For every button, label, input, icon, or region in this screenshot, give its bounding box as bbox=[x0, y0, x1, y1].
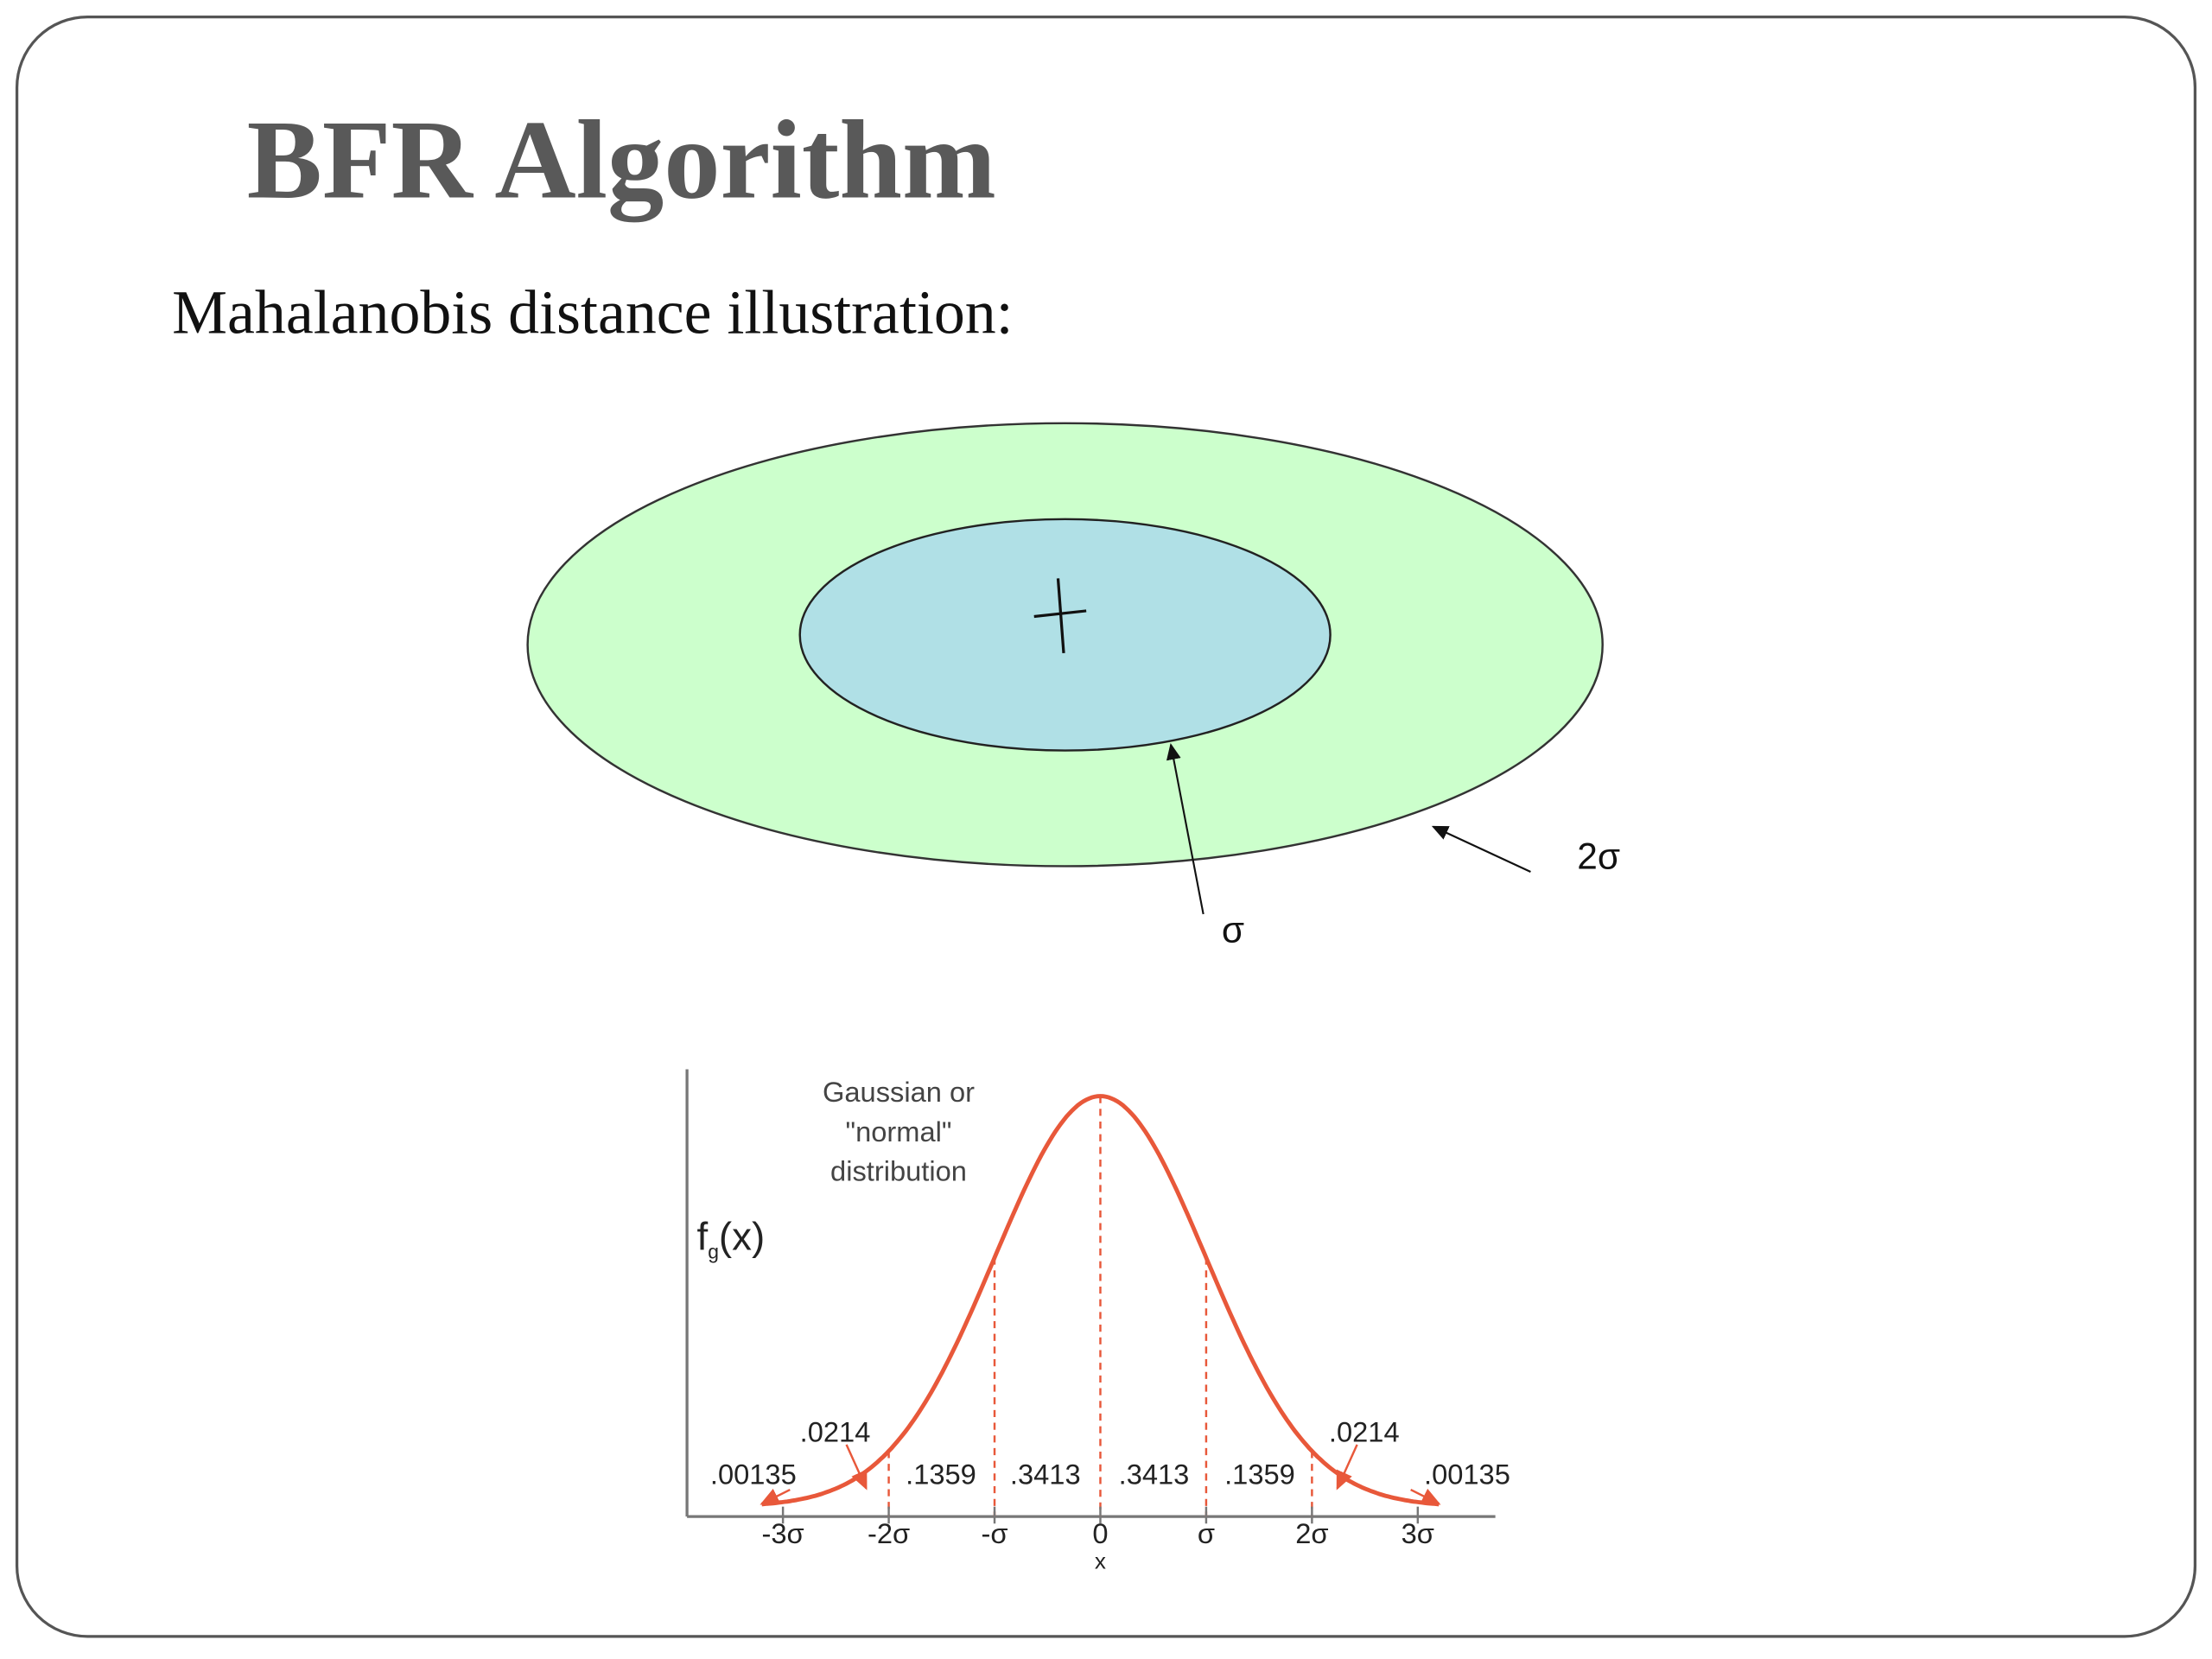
area-label: .1359 bbox=[906, 1459, 976, 1491]
area-label: .0214 bbox=[1329, 1416, 1400, 1448]
slide-subtitle: Mahalanobis distance illustration: bbox=[172, 277, 1013, 346]
x-tick-label: 0 bbox=[1092, 1517, 1108, 1549]
gaussian-figure: fg(x) x Gaussian or "normal" distribution.… bbox=[685, 1069, 1510, 1574]
sigma-arrow bbox=[1166, 742, 1205, 915]
tail-arrow bbox=[1410, 1488, 1441, 1505]
caption-line: Gaussian or bbox=[823, 1076, 975, 1108]
area-label: .3413 bbox=[1010, 1459, 1081, 1491]
y-label-sub: g bbox=[708, 1240, 719, 1262]
area-label: .00135 bbox=[710, 1459, 797, 1491]
x-tick-label: 3σ bbox=[1402, 1517, 1434, 1549]
x-tick-label: 2σ bbox=[1295, 1517, 1328, 1549]
caption-line: "normal" bbox=[846, 1116, 952, 1147]
area-label: .1359 bbox=[1224, 1459, 1295, 1491]
two-sigma-label: 2σ bbox=[1577, 836, 1620, 877]
inner-ellipse bbox=[798, 518, 1332, 752]
y-label-base: f bbox=[697, 1215, 709, 1259]
y-label-rest: (x) bbox=[719, 1215, 765, 1259]
area-label: .00135 bbox=[1424, 1459, 1510, 1491]
x-tick-label: -2σ bbox=[868, 1517, 910, 1549]
y-axis-label: fg(x) bbox=[697, 1215, 766, 1263]
x-tick-label: σ bbox=[1198, 1517, 1215, 1549]
ellipse-figure: σ 2σ bbox=[526, 422, 1620, 950]
tail-arrow bbox=[845, 1444, 868, 1491]
center-cross bbox=[1056, 578, 1065, 654]
slide-title: BFR Algorithm bbox=[247, 99, 996, 223]
tail-arrow bbox=[760, 1488, 791, 1505]
sigma-label: σ bbox=[1222, 910, 1244, 950]
area-label: .0214 bbox=[800, 1416, 871, 1448]
area-label: .3413 bbox=[1119, 1459, 1190, 1491]
x-axis-label: x bbox=[1095, 1548, 1106, 1574]
caption-line: distribution bbox=[830, 1155, 967, 1187]
tail-arrow bbox=[1336, 1444, 1358, 1491]
two-sigma-arrow bbox=[1431, 825, 1531, 873]
x-tick-label: -3σ bbox=[762, 1517, 804, 1549]
x-tick-label: -σ bbox=[982, 1517, 1008, 1549]
